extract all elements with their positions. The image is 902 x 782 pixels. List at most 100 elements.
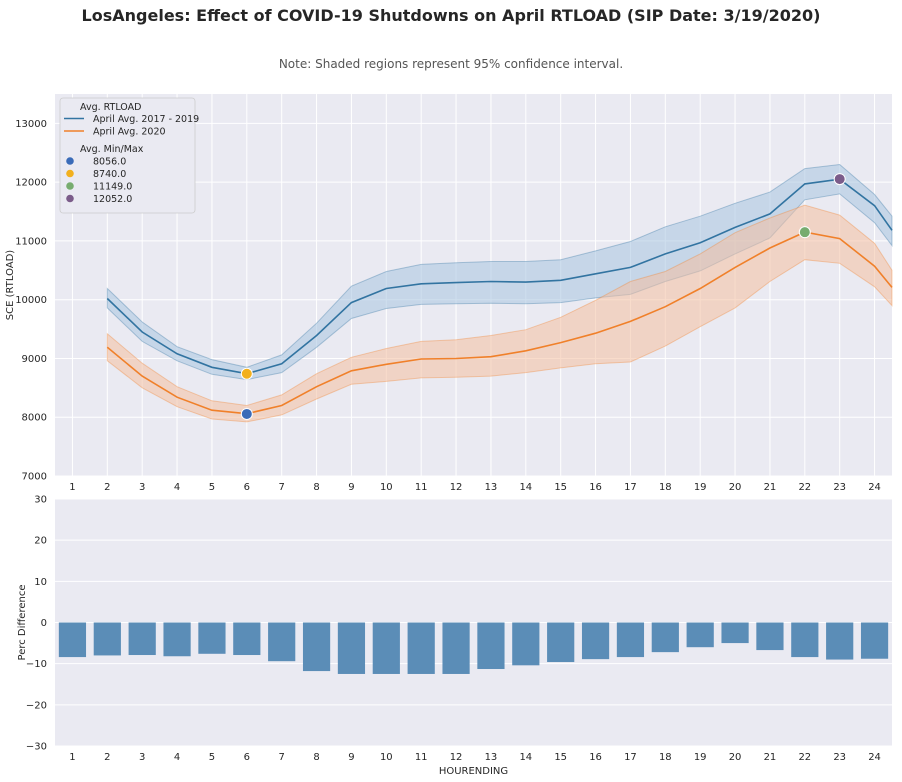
x-tick-label: 7 xyxy=(279,752,285,763)
bar xyxy=(233,622,261,656)
x-tick-label: 19 xyxy=(694,752,707,763)
x-tick-label: 14 xyxy=(519,482,532,493)
chart-note: Note: Shaded regions represent 95% confi… xyxy=(278,57,624,71)
bar xyxy=(547,622,575,663)
x-tick-label: 2 xyxy=(104,752,110,763)
y-axis-label: SCE (RTLOAD) xyxy=(5,250,16,321)
x-tick-label: 20 xyxy=(729,752,742,763)
y-tick-label: 20 xyxy=(34,536,47,547)
legend-marker-swatch xyxy=(66,194,74,203)
x-tick-label: 22 xyxy=(798,752,811,763)
legend-entry: 12052.0 xyxy=(93,194,132,205)
legend-title: Avg. RTLOAD xyxy=(80,102,141,113)
x-tick-label: 23 xyxy=(833,752,846,763)
bar xyxy=(721,622,749,644)
x-tick-label: 15 xyxy=(554,752,567,763)
x-axis-label: HOURENDING xyxy=(439,766,508,777)
y-tick-label: 13000 xyxy=(15,119,47,130)
legend-entry: April Avg. 2020 xyxy=(93,127,166,138)
legend-entry: April Avg. 2017 - 2019 xyxy=(93,114,199,125)
bar xyxy=(58,622,87,658)
y-axis-label: Perc Difference xyxy=(17,585,28,661)
x-tick-label: 17 xyxy=(624,752,637,763)
x-tick-label: 9 xyxy=(348,752,354,763)
x-tick-label: 3 xyxy=(139,482,145,493)
bar xyxy=(826,622,854,660)
bar xyxy=(442,622,470,674)
x-tick-label: 21 xyxy=(764,752,777,763)
bar xyxy=(581,622,610,660)
bar xyxy=(302,622,331,672)
x-tick-label: 18 xyxy=(659,752,672,763)
min-max-marker xyxy=(833,173,846,186)
chart-title: LosAngeles: Effect of COVID-19 Shutdowns… xyxy=(81,6,821,25)
x-tick-label: 10 xyxy=(380,482,393,493)
x-tick-label: 24 xyxy=(868,482,881,493)
legend-entry: 11149.0 xyxy=(93,182,132,193)
bar xyxy=(128,622,156,656)
bar xyxy=(163,622,191,657)
x-tick-label: 1 xyxy=(69,752,75,763)
bar xyxy=(372,622,400,674)
x-tick-label: 4 xyxy=(174,752,180,763)
bar xyxy=(477,622,505,670)
bar xyxy=(407,622,435,674)
x-tick-label: 6 xyxy=(244,482,250,493)
bar xyxy=(268,622,296,662)
x-tick-label: 17 xyxy=(624,482,637,493)
confidence-band-2020 xyxy=(106,204,893,423)
bar xyxy=(337,622,366,674)
x-tick-label: 18 xyxy=(659,482,672,493)
y-tick-label: 8000 xyxy=(22,413,47,424)
legend-marker-swatch xyxy=(66,169,74,178)
x-tick-label: 9 xyxy=(348,482,354,493)
legend-entry: 8740.0 xyxy=(93,169,126,180)
y-tick-label: 10000 xyxy=(15,295,47,306)
x-tick-label: 2 xyxy=(104,482,110,493)
x-tick-label: 16 xyxy=(589,752,602,763)
bar xyxy=(860,622,889,659)
bar xyxy=(791,622,819,658)
x-tick-label: 5 xyxy=(209,752,215,763)
x-tick-label: 12 xyxy=(450,482,463,493)
min-max-marker xyxy=(240,407,253,420)
confidence-band-2017-2019 xyxy=(106,163,893,381)
x-tick-label: 10 xyxy=(380,752,393,763)
y-tick-label: 10 xyxy=(34,577,47,588)
bar xyxy=(198,622,226,654)
y-tick-label: 0 xyxy=(41,618,47,629)
legend-marker-swatch xyxy=(66,157,74,165)
x-tick-label: 23 xyxy=(833,482,846,493)
legend-entry: 8056.0 xyxy=(93,157,126,168)
bar xyxy=(512,622,540,666)
bar-gridlines xyxy=(55,498,892,747)
x-tick-label: 8 xyxy=(313,752,319,763)
x-tick-label: 21 xyxy=(764,482,777,493)
y-tick-label: −10 xyxy=(26,659,47,670)
bar xyxy=(686,622,714,648)
x-tick-label: 15 xyxy=(554,482,567,493)
y-tick-label: −20 xyxy=(26,700,47,711)
y-tick-label: 12000 xyxy=(15,178,47,189)
legend-title: Avg. Min/Max xyxy=(80,144,144,155)
x-tick-label: 12 xyxy=(450,752,463,763)
y-tick-label: 30 xyxy=(34,495,47,506)
bar xyxy=(756,622,784,651)
y-tick-label: 11000 xyxy=(15,236,47,247)
x-tick-label: 11 xyxy=(415,482,428,493)
y-tick-label: 7000 xyxy=(22,472,47,483)
x-tick-label: 22 xyxy=(798,482,811,493)
x-tick-label: 20 xyxy=(729,482,742,493)
bar xyxy=(616,622,645,658)
bar xyxy=(651,622,679,653)
x-tick-label: 13 xyxy=(485,482,498,493)
legend-box xyxy=(59,97,196,214)
x-tick-label: 4 xyxy=(174,482,180,493)
x-tick-label: 3 xyxy=(139,752,145,763)
min-max-marker xyxy=(798,226,811,239)
x-tick-label: 19 xyxy=(694,482,707,493)
min-max-marker xyxy=(240,367,253,380)
x-tick-label: 7 xyxy=(279,482,285,493)
